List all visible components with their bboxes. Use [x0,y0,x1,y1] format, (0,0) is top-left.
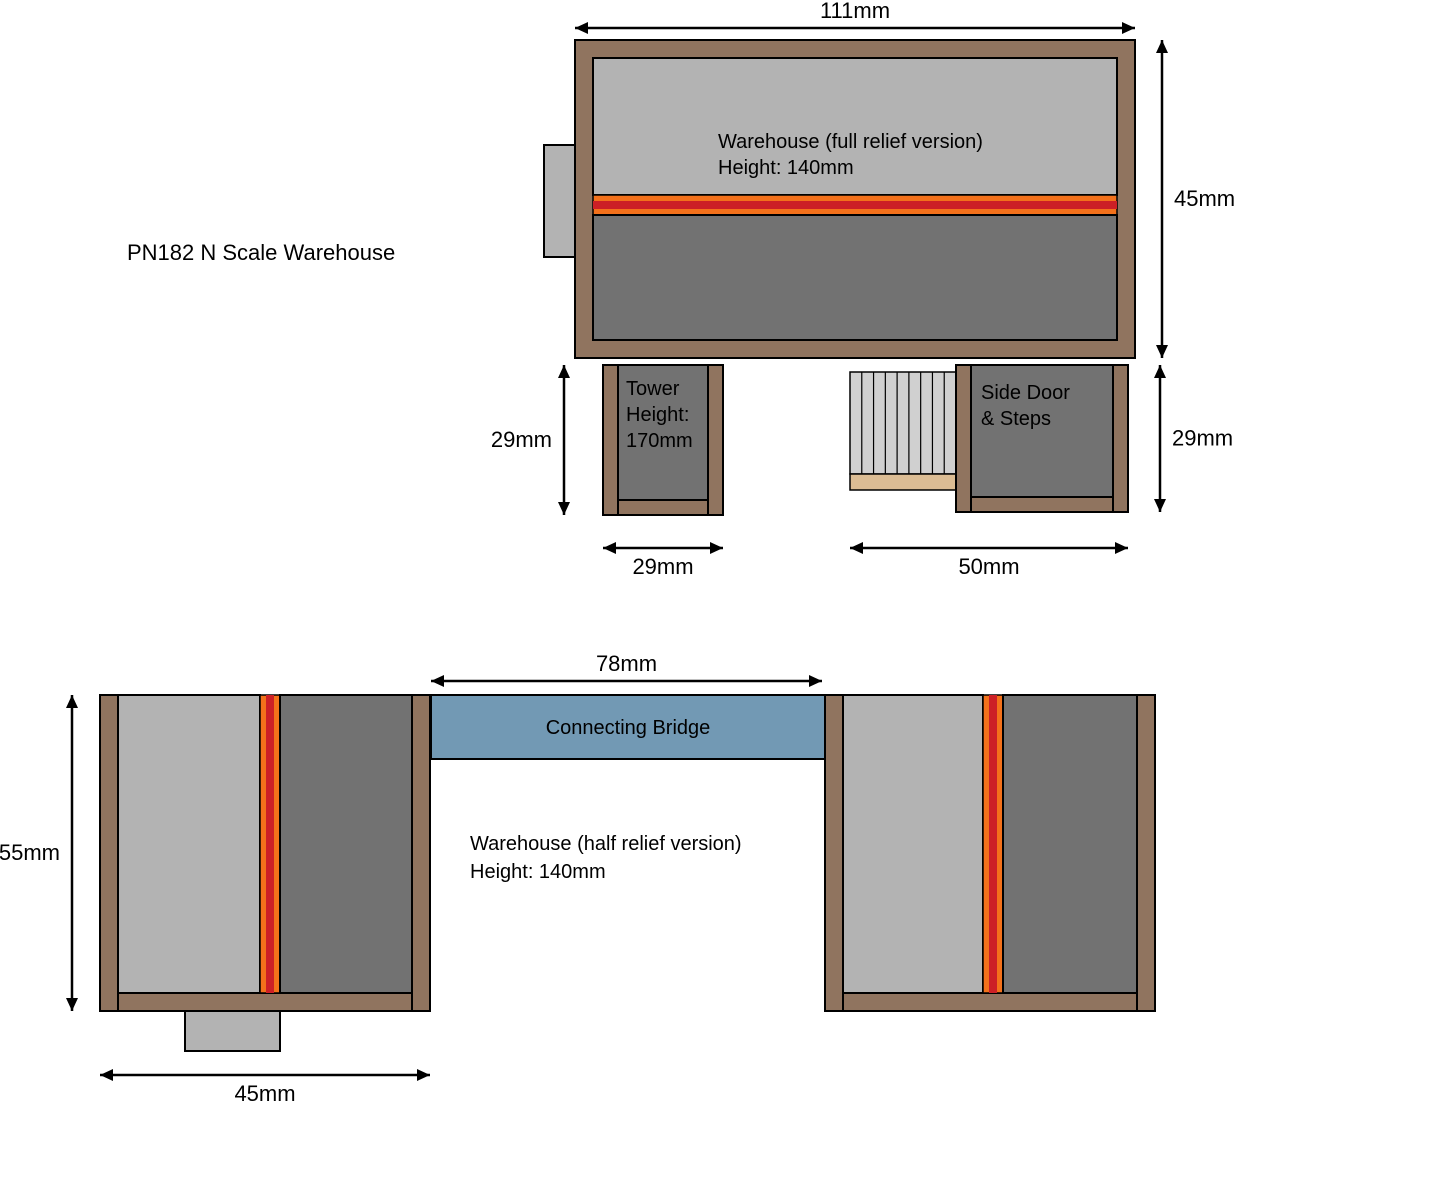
dim-111mm: 111mm [575,0,1135,34]
dim-half-h: 55mm [0,695,78,1011]
steps [850,372,956,490]
dim-label: 29mm [491,427,552,452]
side-door-steps: Side Door & Steps 29mm 50mm [850,365,1233,579]
dim-tower-w: 29mm [603,542,723,579]
side-door-label: & Steps [981,408,1051,430]
dim-tower-h: 29mm [491,365,570,515]
dim-label: 45mm [1174,186,1235,211]
dim-label: 55mm [0,840,60,865]
half-relief-left [100,695,430,1051]
dim-label: 50mm [958,554,1019,579]
dim-bridge-w: 78mm [431,651,822,687]
dim-45mm: 45mm [1156,40,1235,358]
dim-half-w: 45mm [100,1069,430,1106]
half-relief-height: Height: 140mm [470,861,606,883]
dim-label: 29mm [632,554,693,579]
side-door-label: Side Door [981,382,1070,404]
tower-label: 170mm [626,430,693,452]
half-relief-right [825,695,1155,1011]
tower: Tower Height: 170mm 29mm 29mm [491,365,723,579]
tower-label: Tower [626,378,680,400]
half-relief-label: Warehouse (half relief version) [470,833,742,855]
dim-label: 45mm [234,1081,295,1106]
dim-label: 29mm [1172,426,1233,451]
tower-label: Height: [626,404,689,426]
dim-sidedoor-h: 29mm [1154,365,1233,512]
bridge-label: Connecting Bridge [546,717,711,739]
dim-sidedoor-w: 50mm [850,542,1128,579]
dim-label: 111mm [820,0,890,23]
warehouse-height: Height: 140mm [718,157,854,179]
dim-label: 78mm [596,651,657,676]
page-title: PN182 N Scale Warehouse [127,240,395,265]
warehouse-label: Warehouse (full relief version) [718,131,983,153]
warehouse-full-relief: Warehouse (full relief version) Height: 1… [544,0,1235,358]
